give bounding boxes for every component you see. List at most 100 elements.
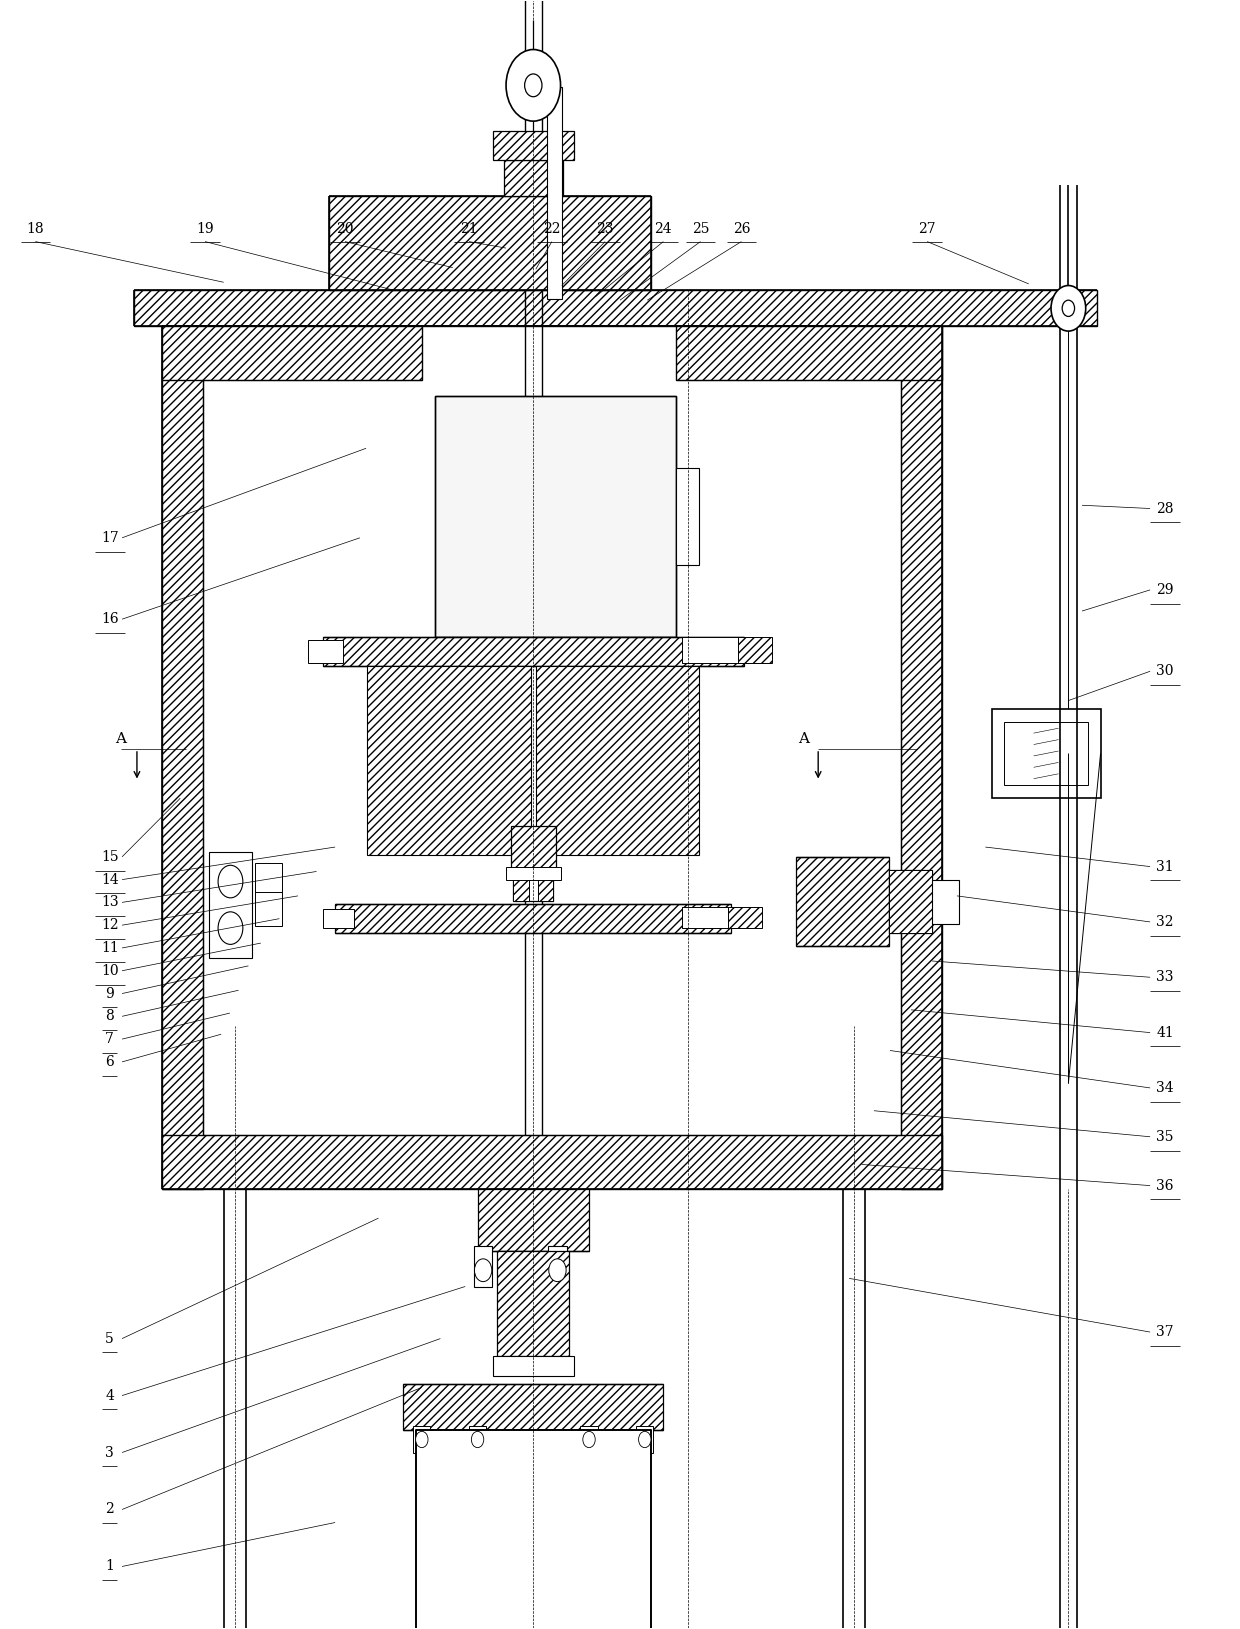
Text: 4: 4: [105, 1388, 114, 1403]
Bar: [1004, 722, 1089, 785]
Bar: [536, 666, 699, 855]
Text: 7: 7: [105, 1033, 114, 1046]
Text: 2: 2: [105, 1502, 114, 1517]
Text: 8: 8: [105, 1010, 114, 1023]
Text: 41: 41: [1156, 1026, 1174, 1039]
Bar: [435, 396, 676, 637]
Bar: [329, 195, 651, 290]
Bar: [322, 909, 353, 929]
Bar: [322, 637, 744, 666]
Bar: [367, 666, 531, 855]
Circle shape: [525, 73, 542, 96]
Text: 23: 23: [596, 222, 614, 236]
Text: 26: 26: [733, 222, 750, 236]
Circle shape: [549, 1259, 567, 1282]
Bar: [308, 640, 342, 663]
Bar: [548, 1246, 567, 1287]
Bar: [494, 1357, 574, 1377]
Text: 14: 14: [100, 873, 119, 886]
Bar: [413, 1427, 430, 1453]
Text: 32: 32: [1156, 915, 1174, 929]
Bar: [728, 907, 763, 929]
Text: 36: 36: [1156, 1179, 1174, 1192]
Text: A: A: [797, 731, 808, 746]
Bar: [389, 683, 508, 839]
Text: 11: 11: [100, 942, 119, 955]
Circle shape: [471, 1432, 484, 1448]
Text: 25: 25: [692, 222, 709, 236]
Bar: [497, 1251, 569, 1357]
Bar: [513, 876, 528, 901]
Text: 37: 37: [1156, 1324, 1174, 1339]
Text: 30: 30: [1156, 665, 1174, 678]
Bar: [208, 852, 252, 958]
Bar: [254, 880, 281, 925]
Circle shape: [218, 865, 243, 898]
Circle shape: [639, 1432, 651, 1448]
Circle shape: [506, 49, 560, 121]
Text: 24: 24: [655, 222, 672, 236]
Text: 21: 21: [460, 222, 477, 236]
Text: 27: 27: [919, 222, 936, 236]
Bar: [415, 1430, 651, 1629]
Text: 16: 16: [100, 613, 119, 626]
Text: 22: 22: [543, 222, 560, 236]
Bar: [889, 870, 932, 933]
Bar: [547, 86, 562, 298]
Bar: [932, 880, 960, 924]
Bar: [636, 1427, 653, 1453]
Circle shape: [415, 1432, 428, 1448]
Text: 31: 31: [1156, 860, 1174, 873]
Text: 34: 34: [1156, 1082, 1174, 1095]
Text: 28: 28: [1156, 502, 1174, 515]
Bar: [335, 904, 732, 933]
Bar: [161, 326, 202, 1189]
Bar: [494, 130, 574, 160]
Bar: [506, 867, 560, 880]
Bar: [676, 326, 942, 380]
Circle shape: [475, 1259, 492, 1282]
Bar: [161, 1135, 942, 1189]
Circle shape: [583, 1432, 595, 1448]
Text: 9: 9: [105, 987, 114, 1000]
Text: 12: 12: [100, 919, 119, 932]
Text: 5: 5: [105, 1331, 114, 1346]
Text: 35: 35: [1156, 1131, 1174, 1144]
Circle shape: [218, 912, 243, 945]
Bar: [682, 907, 754, 929]
Bar: [682, 637, 763, 663]
Bar: [538, 876, 553, 901]
Text: 10: 10: [100, 964, 119, 977]
Bar: [403, 1385, 663, 1430]
Bar: [889, 870, 932, 933]
Circle shape: [1063, 300, 1075, 316]
Bar: [513, 876, 553, 901]
Bar: [511, 826, 556, 872]
Text: 13: 13: [100, 896, 119, 909]
Bar: [580, 1427, 598, 1453]
Text: 33: 33: [1156, 971, 1174, 984]
Text: 17: 17: [100, 531, 119, 544]
Text: 18: 18: [26, 222, 45, 236]
Circle shape: [1052, 285, 1086, 331]
Bar: [558, 683, 677, 839]
Bar: [901, 326, 942, 1189]
Bar: [134, 290, 1097, 326]
Text: 29: 29: [1156, 583, 1174, 596]
Text: 19: 19: [196, 222, 213, 236]
Bar: [477, 1189, 589, 1251]
Bar: [161, 326, 422, 380]
Bar: [992, 709, 1101, 798]
Bar: [474, 1246, 492, 1287]
Bar: [676, 469, 698, 565]
Text: 1: 1: [105, 1559, 114, 1574]
Text: 3: 3: [105, 1445, 114, 1460]
Text: A: A: [115, 731, 126, 746]
Bar: [738, 637, 773, 663]
Text: 6: 6: [105, 1056, 114, 1069]
Bar: [503, 160, 563, 195]
Text: 20: 20: [336, 222, 353, 236]
Bar: [469, 1427, 486, 1453]
Bar: [254, 863, 281, 893]
Bar: [796, 857, 889, 946]
